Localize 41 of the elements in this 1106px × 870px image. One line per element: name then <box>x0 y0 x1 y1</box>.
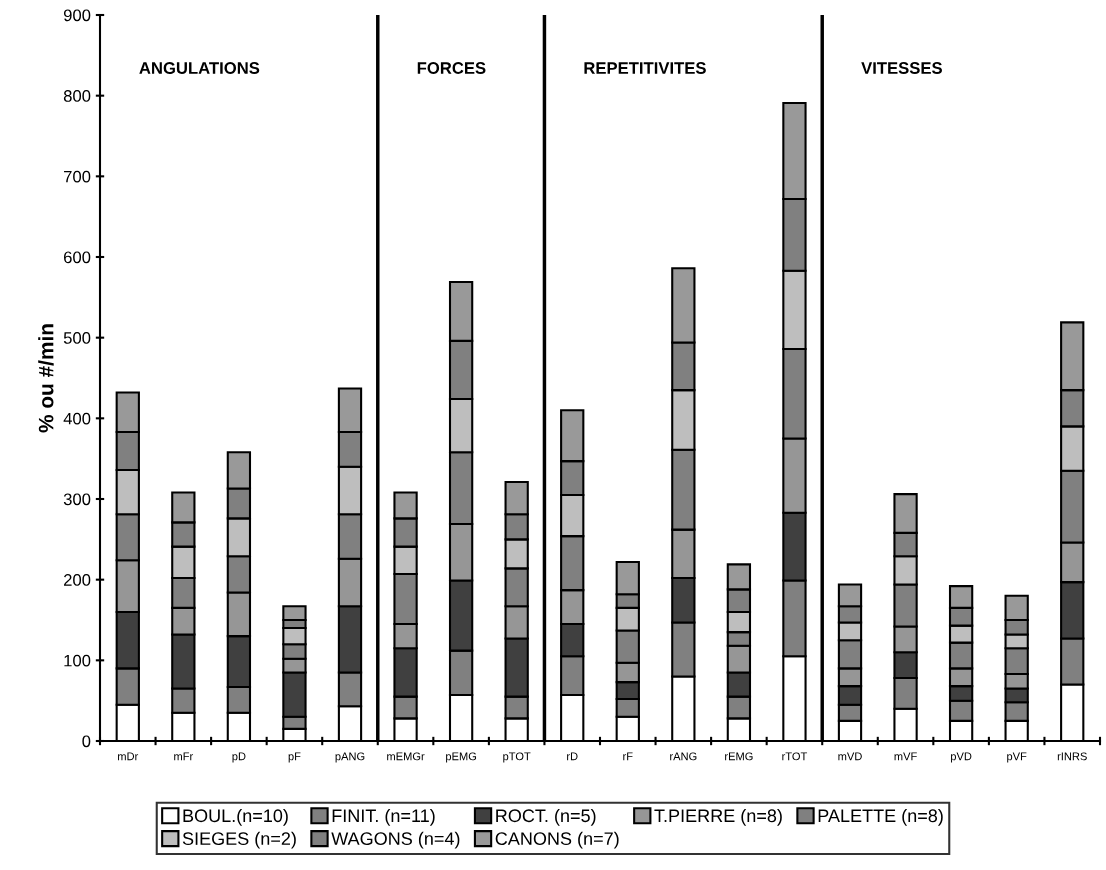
annotation: REPETITIVITES <box>584 62 706 74</box>
x-tick-label: pVD <box>951 752 972 763</box>
y-tick-label: 200 <box>64 574 91 586</box>
legend-label: T.PIERRE (n=8) <box>654 808 782 826</box>
annotation: FORCES <box>417 62 486 74</box>
y-tick-label: 0 <box>82 735 91 748</box>
x-tick-label: pD <box>232 752 246 763</box>
legend-label: CANONS (n=7) <box>495 831 619 849</box>
annotation: VITESSES <box>861 62 942 74</box>
legend-label: FINIT. (n=11) <box>332 808 435 826</box>
legend-label: SIEGES (n=2) <box>182 831 296 849</box>
y-tick-label: 300 <box>63 493 91 506</box>
x-tick-label: mDr <box>118 752 139 761</box>
annotation: ANGULATIONS <box>139 62 260 74</box>
legend-label: ROCT. (n=5) <box>496 808 596 826</box>
x-tick-label: pANG <box>335 752 365 763</box>
y-tick-label: 900 <box>63 9 91 22</box>
x-tick-label: mEMGr <box>387 752 425 761</box>
y-tick-label: 400 <box>63 412 91 425</box>
x-tick-label: rTOT <box>782 752 808 761</box>
x-tick-label: pEMG <box>446 752 477 763</box>
y-tick-label: 500 <box>63 332 91 344</box>
y-tick-label: 800 <box>63 90 91 102</box>
x-tick-label: pVF <box>1007 752 1027 763</box>
x-tick-label: rF <box>623 752 633 761</box>
y-tick-label: 700 <box>64 170 91 183</box>
x-tick-label: rINRS <box>1057 752 1087 761</box>
legend-label: WAGONS (n=4) <box>331 831 460 849</box>
x-tick-label: mFr <box>174 752 194 761</box>
x-tick-label: rANG <box>670 752 697 761</box>
legend-label: BOUL.(n=10) <box>183 808 288 826</box>
x-tick-label: rEMG <box>725 752 753 761</box>
x-tick-label: pTOT <box>503 752 531 763</box>
x-tick-label: mVF <box>894 752 917 761</box>
legend-label: PALETTE (n=8) <box>818 808 943 826</box>
y-axis-title: % ou #/min <box>38 324 54 433</box>
x-tick-label: pF <box>288 752 301 763</box>
x-tick-label: rD <box>567 752 578 761</box>
y-tick-label: 600 <box>64 251 91 264</box>
y-tick-label: 100 <box>64 654 91 667</box>
x-tick-label: mVD <box>838 752 862 761</box>
